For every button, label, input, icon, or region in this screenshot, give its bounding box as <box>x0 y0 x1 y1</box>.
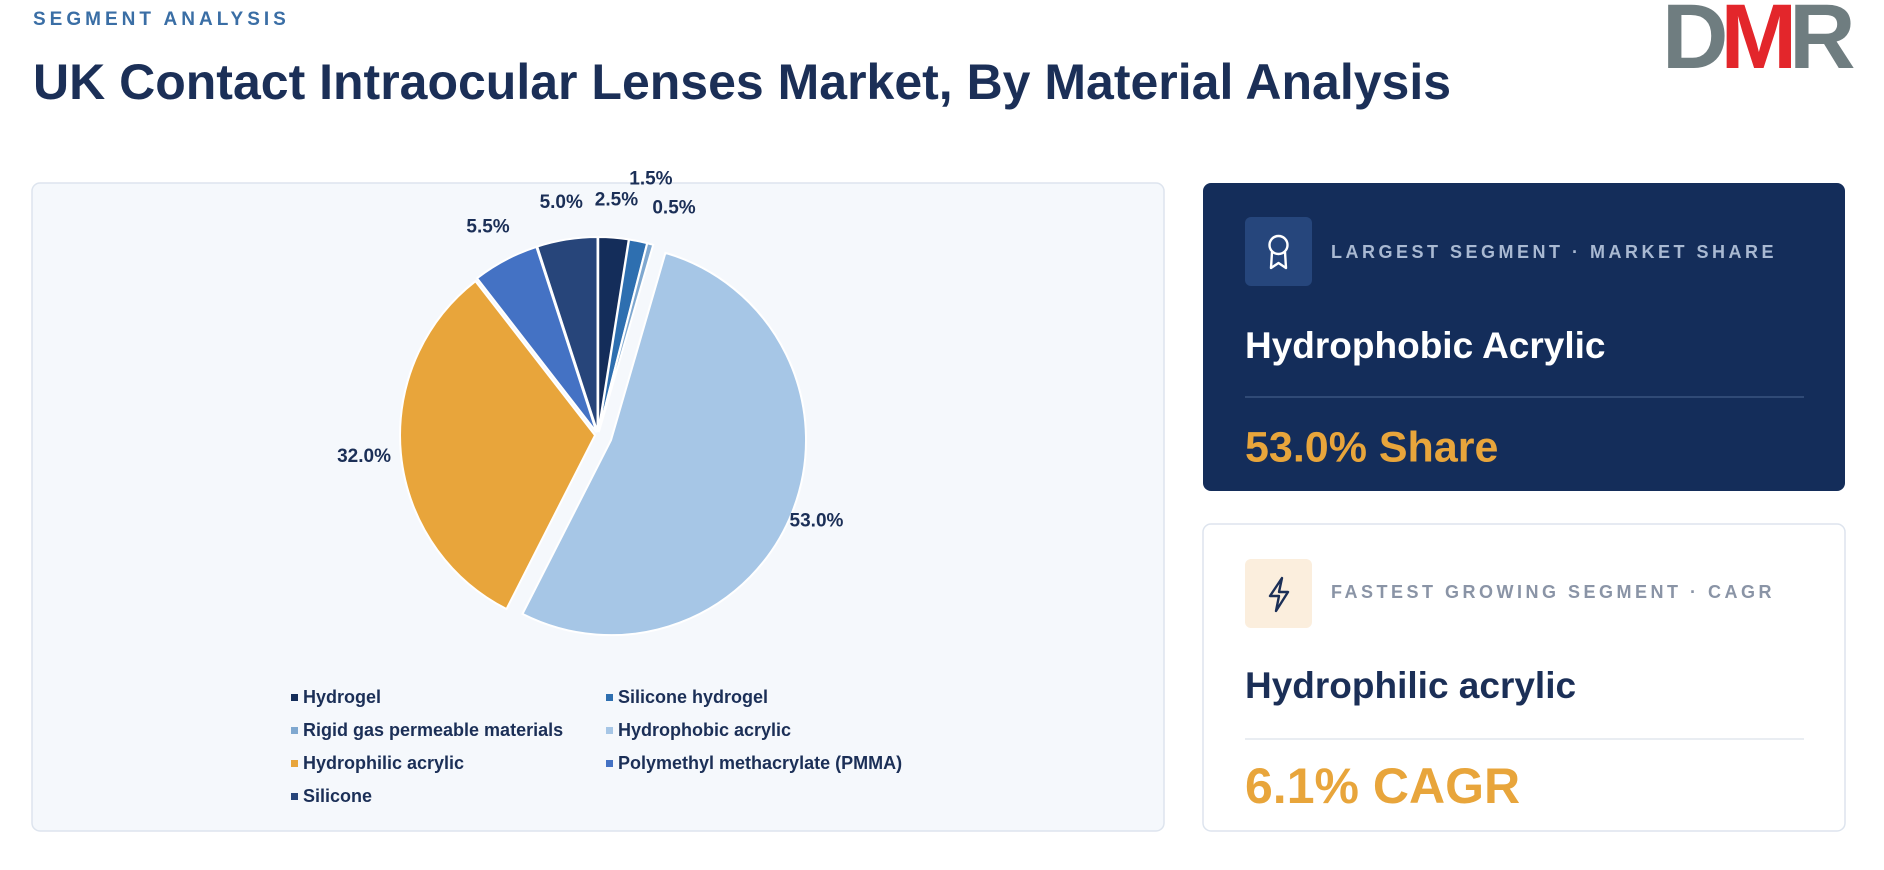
card-name: Hydrophilic acrylic <box>1245 665 1576 706</box>
icon-box <box>1245 217 1312 286</box>
eyebrow: SEGMENT ANALYSIS <box>33 9 290 30</box>
pie-slice <box>536 236 599 433</box>
legend-swatch <box>291 760 298 767</box>
card-metric: 6.1% CAGR <box>1245 758 1520 814</box>
award-icon <box>1268 234 1289 270</box>
page-title: UK Contact Intraocular Lenses Market, By… <box>33 54 1451 110</box>
legend-swatch <box>291 793 298 800</box>
pie-slice <box>399 279 597 611</box>
pie-slice <box>597 242 655 433</box>
card-name: Hydrophobic Acrylic <box>1245 325 1605 366</box>
icon-box <box>1245 559 1312 628</box>
pie-slice <box>475 245 598 433</box>
slice-label: 5.5% <box>466 216 509 237</box>
slice-label: 5.0% <box>540 192 583 213</box>
legend-swatch <box>291 727 298 734</box>
slice-label: 53.0% <box>790 511 844 532</box>
logo-letter: R <box>1789 0 1854 88</box>
pie-chart: 2.5%1.5% 0.5% 53.0% 32.0% 5.5% 5.0% Hydrogel Si… <box>291 168 902 806</box>
legend-swatch <box>606 727 613 734</box>
legend-swatch <box>606 694 613 701</box>
slice-label: 1.5% <box>629 168 672 189</box>
logo-letter: D <box>1662 0 1725 88</box>
bolt-icon <box>1268 576 1290 613</box>
card-label: FASTEST GROWING SEGMENT · CAGR <box>1331 582 1775 602</box>
slice-label: 32.0% <box>337 446 391 467</box>
card-fastest <box>1202 523 1846 832</box>
pie-slice <box>521 251 807 637</box>
logo: DMR <box>1662 0 1854 88</box>
slice-label: 2.5% <box>595 190 638 211</box>
card-metric: 53.0% Share <box>1245 423 1498 471</box>
card-label: LARGEST SEGMENT · MARKET SHARE <box>1331 242 1777 262</box>
slice-label: 0.5% <box>652 197 695 218</box>
legend-label: Silicone hydrogel <box>618 687 768 707</box>
legend-label: Hydrogel <box>303 687 381 707</box>
legend-label: Hydrophobic acrylic <box>618 720 791 740</box>
legend-label: Silicone <box>303 786 372 806</box>
card-largest <box>1203 183 1845 491</box>
logo-letter: M <box>1720 0 1791 88</box>
legend-label: Hydrophilic acrylic <box>303 753 464 773</box>
legend-swatch <box>291 694 298 701</box>
legend-label: Rigid gas permeable materials <box>303 720 563 740</box>
legend-swatch <box>606 760 613 767</box>
legend-label: Polymethyl methacrylate (PMMA) <box>618 753 902 773</box>
